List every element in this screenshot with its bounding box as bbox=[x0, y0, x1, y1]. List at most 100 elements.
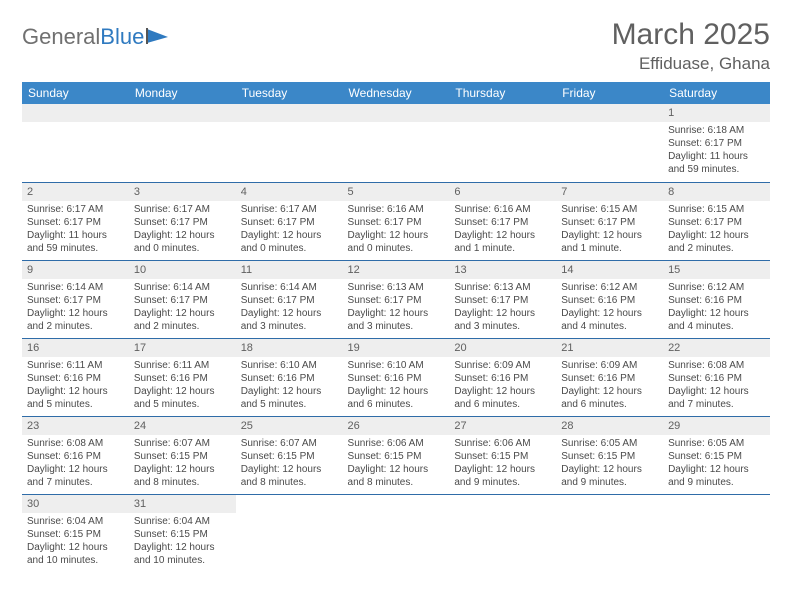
calendar-cell: 11 Sunrise: 6:14 AMSunset: 6:17 PMDayligh… bbox=[236, 260, 343, 338]
sunset-line: Sunset: 6:15 PM bbox=[134, 528, 231, 541]
day-body: Sunrise: 6:10 AMSunset: 6:16 PMDaylight:… bbox=[343, 357, 450, 414]
sunset-line: Sunset: 6:17 PM bbox=[241, 216, 338, 229]
day-body: Sunrise: 6:11 AMSunset: 6:16 PMDaylight:… bbox=[22, 357, 129, 414]
sunrise-line: Sunrise: 6:14 AM bbox=[241, 281, 338, 294]
sunrise-line: Sunrise: 6:12 AM bbox=[668, 281, 765, 294]
daylight-line: Daylight: 12 hours and 3 minutes. bbox=[348, 307, 445, 333]
weekday-header: Saturday bbox=[663, 82, 770, 104]
daylight-line: Daylight: 12 hours and 10 minutes. bbox=[27, 541, 124, 567]
day-number: 14 bbox=[556, 261, 663, 279]
day-number: 9 bbox=[22, 261, 129, 279]
empty-day-bar bbox=[449, 104, 556, 122]
sunrise-line: Sunrise: 6:15 AM bbox=[561, 203, 658, 216]
day-number: 6 bbox=[449, 183, 556, 201]
day-body: Sunrise: 6:18 AMSunset: 6:17 PMDaylight:… bbox=[663, 122, 770, 179]
logo-text-1: General bbox=[22, 24, 100, 50]
calendar-cell bbox=[236, 494, 343, 572]
calendar-cell: 1Sunrise: 6:18 AMSunset: 6:17 PMDaylight… bbox=[663, 104, 770, 182]
calendar-cell bbox=[129, 104, 236, 182]
calendar-cell bbox=[449, 104, 556, 182]
day-body: Sunrise: 6:17 AMSunset: 6:17 PMDaylight:… bbox=[129, 201, 236, 258]
sunset-line: Sunset: 6:15 PM bbox=[134, 450, 231, 463]
sunrise-line: Sunrise: 6:08 AM bbox=[27, 437, 124, 450]
daylight-line: Daylight: 12 hours and 6 minutes. bbox=[348, 385, 445, 411]
sunset-line: Sunset: 6:17 PM bbox=[348, 294, 445, 307]
daylight-line: Daylight: 12 hours and 9 minutes. bbox=[561, 463, 658, 489]
day-body: Sunrise: 6:07 AMSunset: 6:15 PMDaylight:… bbox=[236, 435, 343, 492]
day-body: Sunrise: 6:11 AMSunset: 6:16 PMDaylight:… bbox=[129, 357, 236, 414]
calendar-cell bbox=[556, 494, 663, 572]
day-number: 30 bbox=[22, 495, 129, 513]
calendar-cell: 25Sunrise: 6:07 AMSunset: 6:15 PMDayligh… bbox=[236, 416, 343, 494]
weekday-header: Friday bbox=[556, 82, 663, 104]
calendar-cell: 24Sunrise: 6:07 AMSunset: 6:15 PMDayligh… bbox=[129, 416, 236, 494]
calendar-cell: 14Sunrise: 6:12 AMSunset: 6:16 PMDayligh… bbox=[556, 260, 663, 338]
daylight-line: Daylight: 12 hours and 1 minute. bbox=[454, 229, 551, 255]
sunset-line: Sunset: 6:15 PM bbox=[348, 450, 445, 463]
empty-day-bar bbox=[22, 104, 129, 122]
calendar-cell: 6Sunrise: 6:16 AMSunset: 6:17 PMDaylight… bbox=[449, 182, 556, 260]
day-body: Sunrise: 6:14 AMSunset: 6:17 PMDaylight:… bbox=[22, 279, 129, 336]
daylight-line: Daylight: 12 hours and 8 minutes. bbox=[348, 463, 445, 489]
day-body: Sunrise: 6:09 AMSunset: 6:16 PMDaylight:… bbox=[556, 357, 663, 414]
day-number: 2 bbox=[22, 183, 129, 201]
sunrise-line: Sunrise: 6:18 AM bbox=[668, 124, 765, 137]
sunset-line: Sunset: 6:16 PM bbox=[27, 450, 124, 463]
daylight-line: Daylight: 12 hours and 3 minutes. bbox=[241, 307, 338, 333]
sunset-line: Sunset: 6:15 PM bbox=[561, 450, 658, 463]
calendar-cell bbox=[236, 104, 343, 182]
location: Effiduase, Ghana bbox=[612, 54, 770, 74]
sunset-line: Sunset: 6:16 PM bbox=[561, 372, 658, 385]
day-number: 11 bbox=[236, 261, 343, 279]
sunrise-line: Sunrise: 6:17 AM bbox=[27, 203, 124, 216]
day-number: 3 bbox=[129, 183, 236, 201]
day-body: Sunrise: 6:13 AMSunset: 6:17 PMDaylight:… bbox=[449, 279, 556, 336]
day-number: 5 bbox=[343, 183, 450, 201]
daylight-line: Daylight: 12 hours and 6 minutes. bbox=[454, 385, 551, 411]
weekday-header-row: SundayMondayTuesdayWednesdayThursdayFrid… bbox=[22, 82, 770, 104]
sunrise-line: Sunrise: 6:10 AM bbox=[241, 359, 338, 372]
day-body: Sunrise: 6:14 AMSunset: 6:17 PMDaylight:… bbox=[129, 279, 236, 336]
day-number: 18 bbox=[236, 339, 343, 357]
daylight-line: Daylight: 12 hours and 2 minutes. bbox=[134, 307, 231, 333]
calendar-body: 1Sunrise: 6:18 AMSunset: 6:17 PMDaylight… bbox=[22, 104, 770, 572]
calendar-cell: 10Sunrise: 6:14 AMSunset: 6:17 PMDayligh… bbox=[129, 260, 236, 338]
header: GeneralBlue March 2025 Effiduase, Ghana bbox=[22, 18, 770, 74]
empty-day-bar bbox=[129, 104, 236, 122]
day-body: Sunrise: 6:17 AMSunset: 6:17 PMDaylight:… bbox=[22, 201, 129, 258]
sunset-line: Sunset: 6:17 PM bbox=[561, 216, 658, 229]
day-number: 20 bbox=[449, 339, 556, 357]
daylight-line: Daylight: 12 hours and 10 minutes. bbox=[134, 541, 231, 567]
calendar-cell bbox=[663, 494, 770, 572]
calendar-cell: 26Sunrise: 6:06 AMSunset: 6:15 PMDayligh… bbox=[343, 416, 450, 494]
calendar-cell: 7Sunrise: 6:15 AMSunset: 6:17 PMDaylight… bbox=[556, 182, 663, 260]
daylight-line: Daylight: 12 hours and 0 minutes. bbox=[134, 229, 231, 255]
logo-flag-icon bbox=[146, 27, 172, 45]
calendar-row: 2Sunrise: 6:17 AMSunset: 6:17 PMDaylight… bbox=[22, 182, 770, 260]
calendar-cell: 22Sunrise: 6:08 AMSunset: 6:16 PMDayligh… bbox=[663, 338, 770, 416]
sunset-line: Sunset: 6:17 PM bbox=[241, 294, 338, 307]
daylight-line: Daylight: 12 hours and 4 minutes. bbox=[668, 307, 765, 333]
calendar-row: 23Sunrise: 6:08 AMSunset: 6:16 PMDayligh… bbox=[22, 416, 770, 494]
calendar-cell bbox=[556, 104, 663, 182]
day-body: Sunrise: 6:16 AMSunset: 6:17 PMDaylight:… bbox=[449, 201, 556, 258]
day-body: Sunrise: 6:17 AMSunset: 6:17 PMDaylight:… bbox=[236, 201, 343, 258]
calendar-cell bbox=[343, 104, 450, 182]
day-number: 19 bbox=[343, 339, 450, 357]
sunrise-line: Sunrise: 6:17 AM bbox=[134, 203, 231, 216]
day-body: Sunrise: 6:05 AMSunset: 6:15 PMDaylight:… bbox=[663, 435, 770, 492]
daylight-line: Daylight: 12 hours and 2 minutes. bbox=[668, 229, 765, 255]
day-body: Sunrise: 6:07 AMSunset: 6:15 PMDaylight:… bbox=[129, 435, 236, 492]
weekday-header: Monday bbox=[129, 82, 236, 104]
sunrise-line: Sunrise: 6:05 AM bbox=[668, 437, 765, 450]
calendar-table: SundayMondayTuesdayWednesdayThursdayFrid… bbox=[22, 82, 770, 572]
calendar-row: 30Sunrise: 6:04 AMSunset: 6:15 PMDayligh… bbox=[22, 494, 770, 572]
sunset-line: Sunset: 6:15 PM bbox=[27, 528, 124, 541]
calendar-row: 16Sunrise: 6:11 AMSunset: 6:16 PMDayligh… bbox=[22, 338, 770, 416]
weekday-header: Wednesday bbox=[343, 82, 450, 104]
day-body: Sunrise: 6:13 AMSunset: 6:17 PMDaylight:… bbox=[343, 279, 450, 336]
sunrise-line: Sunrise: 6:05 AM bbox=[561, 437, 658, 450]
daylight-line: Daylight: 11 hours and 59 minutes. bbox=[668, 150, 765, 176]
sunset-line: Sunset: 6:16 PM bbox=[454, 372, 551, 385]
title-block: March 2025 Effiduase, Ghana bbox=[612, 18, 770, 74]
